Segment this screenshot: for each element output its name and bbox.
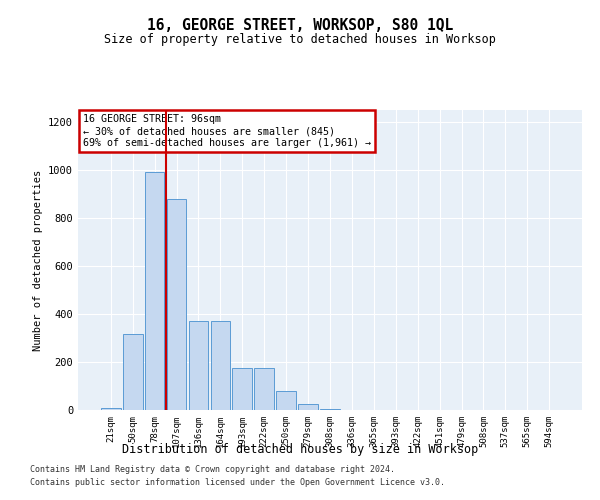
Bar [188, 321, 208, 410]
Bar [101, 408, 121, 410]
Bar [232, 368, 252, 410]
Bar [211, 321, 230, 410]
Text: 16 GEORGE STREET: 96sqm
← 30% of detached houses are smaller (845)
69% of semi-d: 16 GEORGE STREET: 96sqm ← 30% of detache… [83, 114, 371, 148]
Text: Size of property relative to detached houses in Worksop: Size of property relative to detached ho… [104, 32, 496, 46]
Y-axis label: Number of detached properties: Number of detached properties [32, 170, 43, 350]
Text: Contains HM Land Registry data © Crown copyright and database right 2024.: Contains HM Land Registry data © Crown c… [30, 466, 395, 474]
Text: Distribution of detached houses by size in Worksop: Distribution of detached houses by size … [122, 442, 478, 456]
Bar [320, 409, 340, 410]
Bar [298, 404, 318, 410]
Text: 16, GEORGE STREET, WORKSOP, S80 1QL: 16, GEORGE STREET, WORKSOP, S80 1QL [147, 18, 453, 32]
Bar [123, 334, 143, 410]
Text: Contains public sector information licensed under the Open Government Licence v3: Contains public sector information licen… [30, 478, 445, 487]
Bar [276, 391, 296, 410]
Bar [254, 368, 274, 410]
Bar [167, 199, 187, 410]
Bar [145, 172, 164, 410]
